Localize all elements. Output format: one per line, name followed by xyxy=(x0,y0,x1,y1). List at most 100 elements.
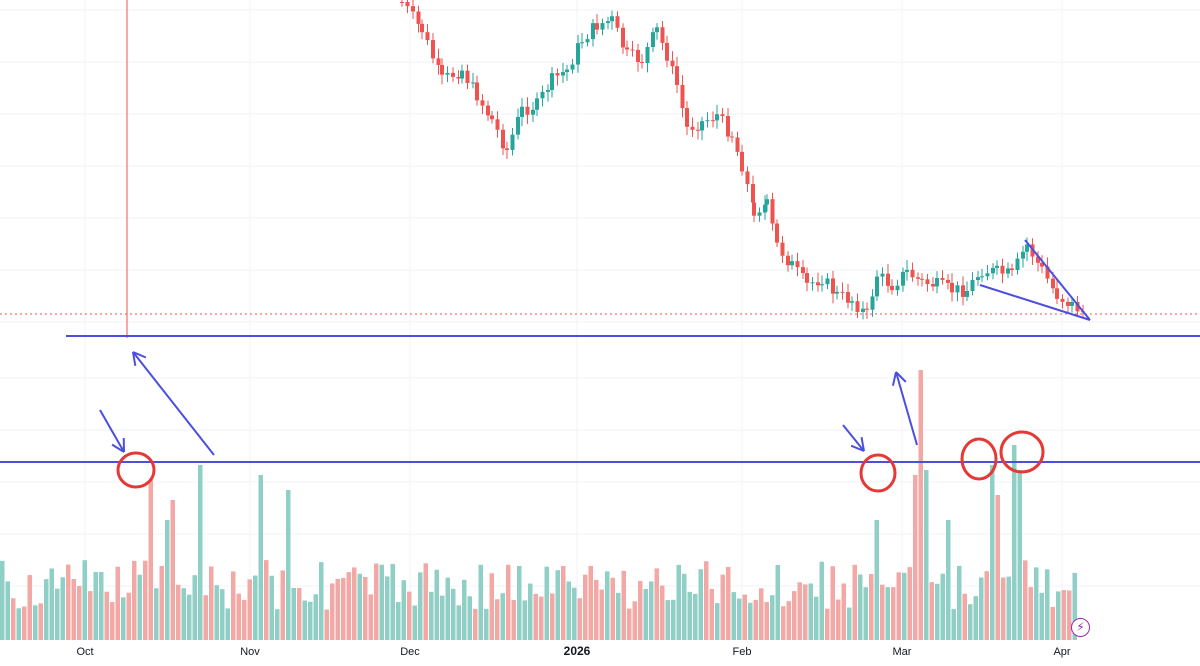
price-candle xyxy=(865,309,869,310)
price-candle xyxy=(861,309,865,312)
volume-bar xyxy=(759,588,764,640)
volume-bar xyxy=(704,561,709,640)
volume-bar xyxy=(286,490,291,640)
volume-bar xyxy=(1012,445,1017,640)
price-candle xyxy=(550,73,554,90)
volume-bar xyxy=(644,589,649,640)
volume-bar xyxy=(743,595,748,640)
price-candle xyxy=(640,62,644,63)
price-candle xyxy=(935,278,939,286)
volume-bar xyxy=(886,587,891,640)
price-candle xyxy=(781,243,785,256)
price-candle xyxy=(905,270,909,272)
volume-bar xyxy=(803,584,808,640)
volume-bar xyxy=(814,597,819,640)
price-candle xyxy=(920,279,924,280)
price-candle xyxy=(771,199,775,223)
price-candle xyxy=(505,148,509,150)
price-candle xyxy=(976,277,980,280)
volume-bar xyxy=(374,564,379,640)
volume-bar xyxy=(303,600,308,640)
volume-bar xyxy=(787,601,792,640)
price-candle xyxy=(835,292,839,294)
volume-bar xyxy=(6,581,11,640)
price-candle xyxy=(763,205,767,213)
volume-bar xyxy=(809,583,814,640)
price-candle xyxy=(950,283,954,292)
volume-bar xyxy=(281,570,286,640)
volume-bar xyxy=(1023,560,1028,640)
volume-bar xyxy=(242,600,247,640)
volume-bar xyxy=(633,601,638,640)
volume-bar xyxy=(44,579,49,640)
volume-bar xyxy=(792,591,797,640)
price-candle xyxy=(726,116,730,136)
volume-bar xyxy=(853,565,858,640)
volume-bar xyxy=(341,578,346,640)
price-candle xyxy=(580,42,584,43)
price-candle xyxy=(991,268,995,273)
price-candle xyxy=(1021,252,1025,259)
price-candle xyxy=(661,27,665,43)
price-candle xyxy=(790,261,794,265)
price-candle xyxy=(457,77,461,79)
volume-bar xyxy=(671,600,676,640)
volume-bar xyxy=(17,608,22,640)
volume-bar xyxy=(490,573,495,640)
volume-bar xyxy=(165,520,170,640)
price-candle xyxy=(466,71,470,83)
volume-bar xyxy=(160,566,165,640)
price-candle xyxy=(841,292,845,293)
price-candle xyxy=(571,65,575,70)
lightning-icon[interactable]: ⚡ xyxy=(1071,618,1090,637)
volume-bar xyxy=(396,602,401,640)
volume-bar xyxy=(941,574,946,640)
price-candle xyxy=(986,273,990,276)
volume-bar xyxy=(429,592,434,640)
volume-bar xyxy=(336,579,341,640)
volume-bar xyxy=(957,566,962,640)
volume-bar xyxy=(198,465,203,640)
price-candle xyxy=(846,292,850,303)
price-candle xyxy=(520,107,524,117)
price-candle xyxy=(440,65,444,75)
volume-bar xyxy=(946,520,951,640)
volume-spike-circle xyxy=(861,455,895,491)
volume-bar xyxy=(770,595,775,640)
volume-bar xyxy=(963,594,968,640)
volume-bar xyxy=(864,587,869,640)
volume-bar xyxy=(352,567,357,640)
price-candle xyxy=(831,278,835,293)
price-candle xyxy=(496,119,500,129)
volume-bar xyxy=(11,598,16,640)
volume-bar xyxy=(193,575,198,640)
price-candle xyxy=(475,82,479,100)
volume-bar xyxy=(677,565,682,640)
volume-bar xyxy=(259,475,264,640)
volume-bar xyxy=(891,587,896,640)
price-candle xyxy=(706,120,710,121)
price-candle xyxy=(431,40,435,58)
volume-bar xyxy=(952,609,957,640)
volume-bar xyxy=(446,578,451,640)
volume-bar xyxy=(539,597,544,640)
volume-bar xyxy=(930,582,935,640)
volume-bar xyxy=(1007,577,1012,640)
volume-spike-circle xyxy=(962,439,996,479)
volume-bar xyxy=(424,563,429,640)
volume-bar xyxy=(264,560,269,640)
price-candle xyxy=(926,279,930,284)
price-candle xyxy=(546,90,550,92)
price-candle xyxy=(896,286,900,290)
price-candle xyxy=(625,47,629,49)
volume-bar xyxy=(132,561,137,640)
volume-bar xyxy=(1029,587,1034,640)
price-candle xyxy=(971,280,975,291)
arrow-up-mar xyxy=(896,372,917,445)
volume-bar xyxy=(902,573,907,640)
price-candle xyxy=(752,203,756,216)
price-candle xyxy=(411,6,415,11)
x-tick-label: Oct xyxy=(76,646,93,658)
